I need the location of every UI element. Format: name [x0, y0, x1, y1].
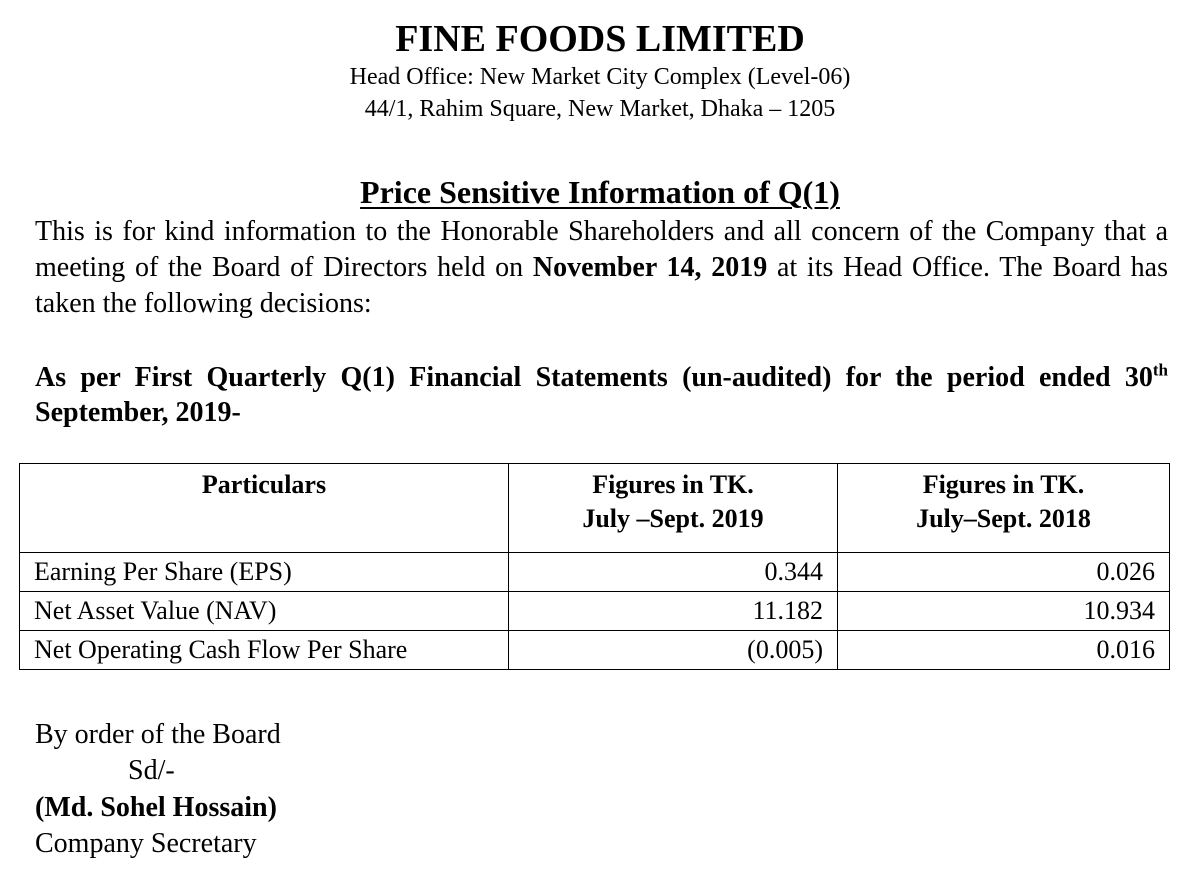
financial-table: Particulars Figures in TK. July –Sept. 20… [19, 463, 1170, 670]
value-2018: 0.016 [837, 630, 1170, 670]
paragraph-text-end: at its Head Office. The Board has taken … [35, 252, 1168, 319]
header-particulars: Particulars [19, 463, 509, 553]
table-row: Net Operating Cash Flow Per Share (0.005… [19, 630, 1170, 670]
subheading-text-end: September, 2019- [35, 397, 241, 428]
address-line-1: Head Office: New Market City Complex (Le… [349, 64, 851, 90]
row-label: Net Operating Cash Flow Per Share [19, 630, 509, 670]
signature-sd: Sd/- [128, 755, 175, 786]
value-2019: 11.182 [508, 591, 838, 631]
table-header-row: Particulars Figures in TK. July –Sept. 20… [19, 463, 1170, 553]
subheading-sup: th [1152, 360, 1168, 380]
subheading-text: As per First Quarterly Q(1) Financial St… [35, 362, 1153, 393]
row-label: Earning Per Share (EPS) [19, 552, 509, 592]
header-2019: Figures in TK. July –Sept. 2019 [508, 463, 838, 553]
meeting-date: November 14, 2019 [532, 252, 768, 283]
value-2018: 0.026 [837, 552, 1170, 592]
intro-paragraph: This is for kind information to the Hono… [35, 214, 1168, 322]
signatory-title: Company Secretary [35, 828, 257, 859]
value-2019: (0.005) [508, 630, 838, 670]
row-label: Net Asset Value (NAV) [19, 591, 509, 631]
heading-text: Price Sensitive Information of Q(1) [360, 174, 840, 210]
statement-subheading: As per First Quarterly Q(1) Financial St… [35, 360, 1168, 430]
signatory-name: (Md. Sohel Hossain) [35, 792, 277, 823]
company-name: FINE FOODS LIMITED [395, 18, 805, 60]
table-row: Net Asset Value (NAV) 11.182 10.934 [19, 591, 1170, 631]
header-2018: Figures in TK. July–Sept. 2018 [837, 463, 1170, 553]
paragraph-text: This is for kind information to the Hono… [35, 216, 1168, 283]
document-heading: Price Sensitive Information of Q(1) [0, 172, 1200, 212]
address-line-2: 44/1, Rahim Square, New Market, Dhaka – … [364, 96, 836, 122]
table-row: Earning Per Share (EPS) 0.344 0.026 [19, 552, 1170, 592]
signature-order: By order of the Board [35, 719, 281, 750]
value-2018: 10.934 [837, 591, 1170, 631]
value-2019: 0.344 [508, 552, 838, 592]
